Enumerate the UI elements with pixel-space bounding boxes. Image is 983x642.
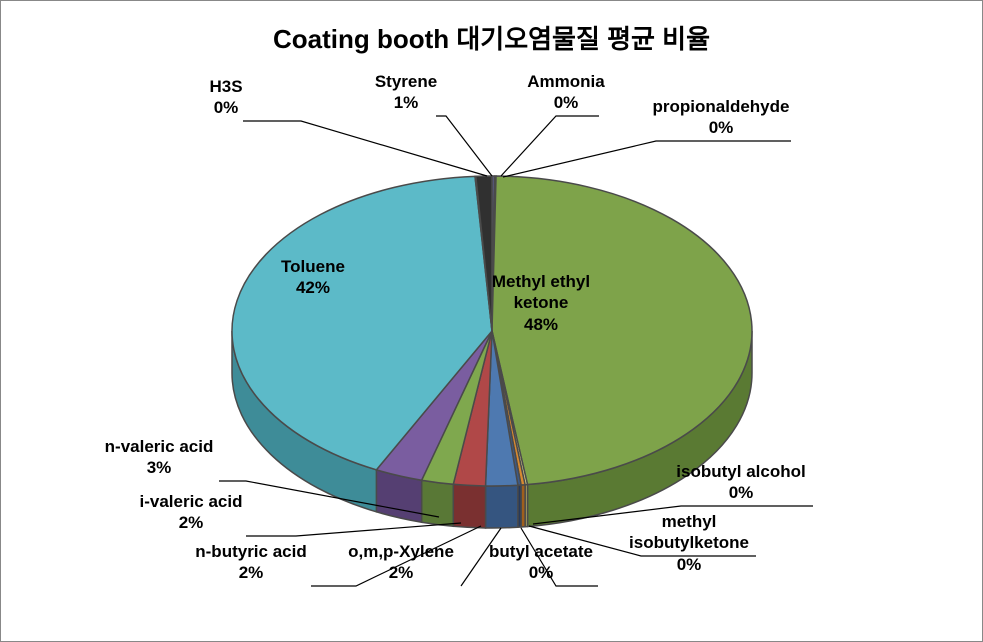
- label-Methyl ethyl ketone: Methyl ethylketone48%: [492, 271, 590, 335]
- pie-side-i-valeric acid: [422, 480, 454, 526]
- pie-side-n-butyric acid: [453, 484, 485, 528]
- label-propionaldehyde: propionaldehyde0%: [653, 96, 790, 139]
- label-H3S: H3S0%: [209, 76, 242, 119]
- label-i-valeric acid: i-valeric acid2%: [139, 491, 242, 534]
- label-Toluene: Toluene42%: [281, 256, 345, 299]
- label-isobutyl alcohol: isobutyl alcohol0%: [676, 461, 805, 504]
- label-n-valeric acid: n-valeric acid3%: [105, 436, 214, 479]
- label-n-butyric acid: n-butyric acid2%: [195, 541, 306, 584]
- label-butyl acetate: butyl acetate0%: [489, 541, 593, 584]
- label-Ammonia: Ammonia0%: [527, 71, 604, 114]
- label-methyl isobutylketone: methylisobutylketone0%: [629, 511, 749, 575]
- chart-frame: Coating booth 대기오염물질 평균 비율 Ammonia0%prop…: [0, 0, 983, 642]
- label-o,m,p-Xylene: o,m,p-Xylene2%: [348, 541, 454, 584]
- pie-side-o,m,p-Xylene: [486, 485, 518, 528]
- label-Styrene: Styrene1%: [375, 71, 437, 114]
